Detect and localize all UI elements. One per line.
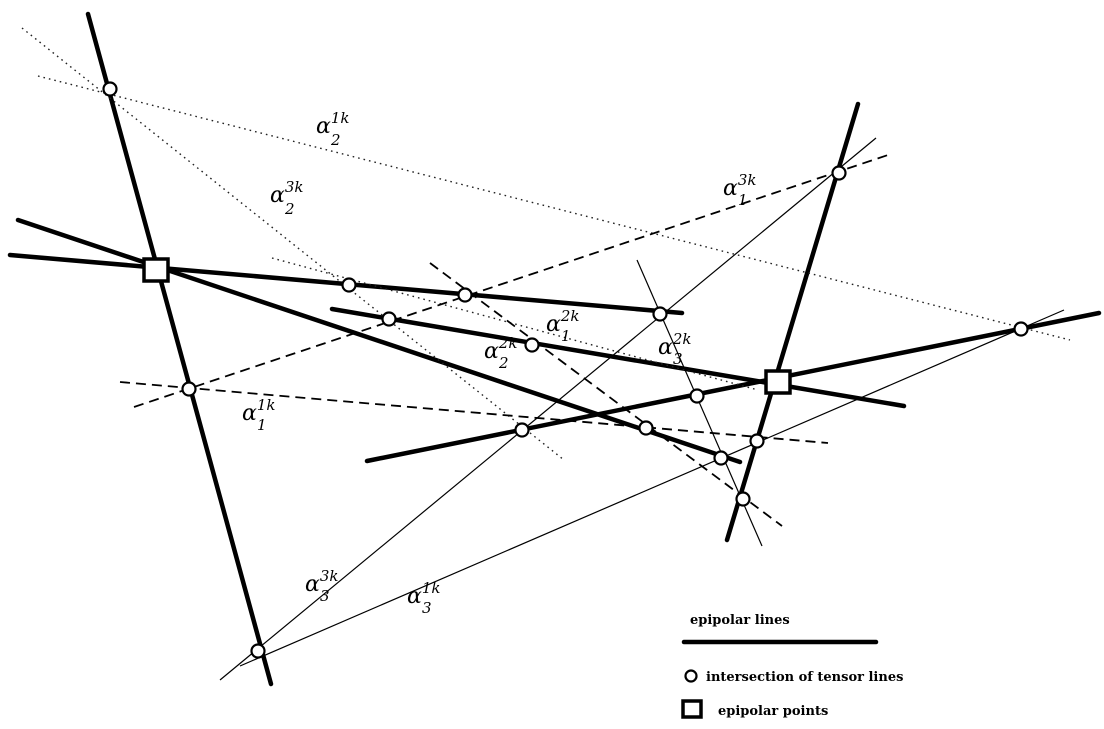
legend-epipolar-lines-label: epipolar lines [690, 613, 790, 628]
epipolar-point-square [142, 257, 170, 283]
tensor-lines-dotted [21, 27, 1071, 461]
intersection-circle [381, 311, 397, 327]
alpha-labels: α1k 2 α3k 2 α3k 1 α2k 1 α2k 2 α2k 3 α1k 1 α3k 3 … [242, 109, 757, 617]
legend-epipolar-points-label: epipolar points [718, 704, 828, 719]
intersection-circle [1013, 321, 1029, 337]
tensor-line [239, 309, 1065, 667]
legend-epipolar-point-icon [681, 699, 703, 719]
intersection-circle [749, 433, 765, 449]
label-alpha-3-3k: α3k 3 [305, 567, 339, 605]
intersection-circle [514, 422, 530, 438]
legend: epipolar lines intersection of tensor li… [681, 613, 903, 719]
intersection-points [102, 81, 1029, 659]
intersection-circle [457, 287, 473, 303]
label-alpha-1-1k: α1k 1 [242, 396, 276, 434]
label-alpha-1-3k: α3k 1 [723, 171, 757, 209]
intersection-circle [831, 165, 847, 181]
intersection-circle [341, 277, 357, 293]
label-alpha-3-2k: α2k 3 [658, 330, 692, 368]
tensor-line [429, 262, 783, 527]
label-alpha-3-1k: α1k 3 [407, 579, 441, 617]
tensor-line [119, 381, 829, 444]
intersection-circle [638, 420, 654, 436]
intersection-circle [250, 643, 266, 659]
label-alpha-2-1k: α1k 2 [316, 109, 350, 149]
tensor-line [133, 154, 889, 408]
epipolar-line [329, 306, 907, 409]
label-alpha-2-3k: α3k 2 [270, 178, 304, 218]
intersection-circle [652, 306, 668, 322]
epipolar-lines [7, 11, 1102, 687]
intersection-circle [735, 491, 751, 507]
epipolar-points [142, 257, 792, 395]
intersection-circle [181, 381, 197, 397]
legend-intersection-label: intersection of tensor lines [706, 670, 903, 685]
epipolar-line [364, 310, 1102, 464]
label-alpha-1-2k: α2k 1 [546, 307, 580, 345]
tensor-line [219, 137, 877, 681]
epipolar-point-square [764, 369, 792, 395]
tensor-lines-solid [219, 137, 1065, 681]
intersection-circle [713, 450, 729, 466]
tensor-line [37, 75, 1071, 341]
epipolar-line [85, 11, 274, 687]
tensor-lines-dashed [119, 154, 889, 527]
tensor-line [21, 27, 565, 461]
label-alpha-2-2k: α2k 2 [484, 334, 518, 372]
intersection-circle [102, 81, 118, 97]
legend-intersection-icon [684, 669, 698, 683]
intersection-circle [524, 337, 540, 353]
intersection-circle [689, 388, 705, 404]
epipolar-line [15, 217, 743, 465]
